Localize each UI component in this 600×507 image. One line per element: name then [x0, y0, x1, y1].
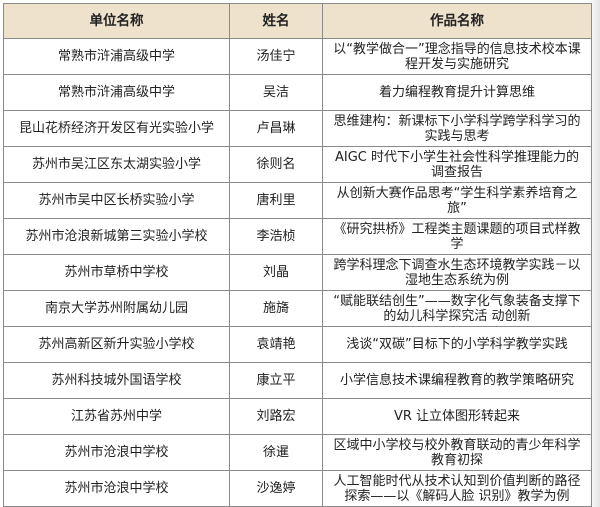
- unit-cell: 昆山花桥经济开发区有光实验小学: [3, 110, 230, 147]
- name-cell: 康立平: [229, 362, 323, 399]
- work-cell: VR 让立体图形转起来: [322, 398, 592, 435]
- name-cell: 刘路宏: [229, 398, 323, 435]
- unit-cell: 南京大学苏州附属幼儿园: [3, 290, 230, 327]
- name-cell: 施旖: [229, 290, 323, 327]
- unit-cell: 常熟市浒浦高级中学: [3, 38, 230, 75]
- name-cell: 徐则名: [229, 146, 323, 183]
- unit-cell: 苏州市沧浪中学校: [3, 470, 230, 507]
- table-row: 苏州市沧浪中学校 沙逸婷 人工智能时代从技术认知到价值判断的路径探索——以《解码人脸…: [3, 470, 592, 507]
- header-work: 作品名称: [322, 3, 592, 39]
- unit-cell: 苏州高新区新升实验小学校: [3, 326, 230, 363]
- table-row: 苏州市吴中区长桥实验小学 唐利里 从创新大赛作品思考“学生科学素养培育之旅”: [3, 182, 592, 219]
- work-cell: 跨学科理念下调查水生态环境教学实践－以湿地生态系统为例: [322, 254, 592, 291]
- work-cell: 着力编程教育提升计算思维: [322, 74, 592, 111]
- work-cell: 浅谈“双碳”目标下的小学科学教学实践: [322, 326, 592, 363]
- unit-cell: 苏州市吴江区东太湖实验小学: [3, 146, 230, 183]
- work-cell: 思维建构：新课标下小学科学跨学科学习的实践与思考: [322, 110, 592, 147]
- header-unit: 单位名称: [3, 3, 230, 39]
- work-cell: 区域中小学校与校外教育联动的青少年科学教育初探: [322, 434, 592, 471]
- work-cell: 《研究拱桥》工程类主题课题的项目式样教学: [322, 218, 592, 255]
- work-cell: 从创新大赛作品思考“学生科学素养培育之旅”: [322, 182, 592, 219]
- table-row: 苏州市沧浪中学校 徐暹 区域中小学校与校外教育联动的青少年科学教育初探: [3, 434, 592, 471]
- table-row: 江苏省苏州中学 刘路宏 VR 让立体图形转起来: [3, 398, 592, 435]
- name-cell: 汤佳宁: [229, 38, 323, 75]
- name-cell: 李浩桢: [229, 218, 323, 255]
- name-cell: 徐暹: [229, 434, 323, 471]
- name-cell: 卢昌琳: [229, 110, 323, 147]
- table-row: 苏州市草桥中学校 刘晶 跨学科理念下调查水生态环境教学实践－以湿地生态系统为例: [3, 254, 592, 291]
- table-row: 常熟市浒浦高级中学 吴洁 着力编程教育提升计算思维: [3, 74, 592, 111]
- unit-cell: 苏州市沧浪新城第三实验小学校: [3, 218, 230, 255]
- unit-cell: 苏州市沧浪中学校: [3, 434, 230, 471]
- name-cell: 刘晶: [229, 254, 323, 291]
- header-row: 单位名称 姓名 作品名称: [3, 3, 592, 39]
- award-table: 单位名称 姓名 作品名称 常熟市浒浦高级中学 汤佳宁 以“教学做合一”理念指导的信息…: [3, 3, 592, 507]
- table-row: 苏州高新区新升实验小学校 袁靖艳 浅谈“双碳”目标下的小学科学教学实践: [3, 326, 592, 363]
- table-row: 苏州市沧浪新城第三实验小学校 李浩桢 《研究拱桥》工程类主题课题的项目式样教学: [3, 218, 592, 255]
- work-cell: 以“教学做合一”理念指导的信息技术校本课程开发与实施研究: [322, 38, 592, 75]
- table-row: 常熟市浒浦高级中学 汤佳宁 以“教学做合一”理念指导的信息技术校本课程开发与实施研究: [3, 38, 592, 75]
- header-name: 姓名: [229, 3, 323, 39]
- unit-cell: 常熟市浒浦高级中学: [3, 74, 230, 111]
- name-cell: 沙逸婷: [229, 470, 323, 507]
- unit-cell: 苏州市草桥中学校: [3, 254, 230, 291]
- table-row: 苏州科技城外国语学校 康立平 小学信息技术课编程教育的教学策略研究: [3, 362, 592, 399]
- name-cell: 袁靖艳: [229, 326, 323, 363]
- work-cell: 人工智能时代从技术认知到价值判断的路径探索——以《解码人脸 识别》教学为例: [322, 470, 592, 507]
- work-cell: “赋能联结创生”——数字化气象装备支撑下的幼儿科学探究活 动创新: [322, 290, 592, 327]
- unit-cell: 苏州市吴中区长桥实验小学: [3, 182, 230, 219]
- unit-cell: 苏州科技城外国语学校: [3, 362, 230, 399]
- table-row: 南京大学苏州附属幼儿园 施旖 “赋能联结创生”——数字化气象装备支撑下的幼儿科学探究…: [3, 290, 592, 327]
- name-cell: 唐利里: [229, 182, 323, 219]
- table-row: 苏州市吴江区东太湖实验小学 徐则名 AIGC 时代下小学生社会性科学推理能力的调查报…: [3, 146, 592, 183]
- work-cell: 小学信息技术课编程教育的教学策略研究: [322, 362, 592, 399]
- work-cell: AIGC 时代下小学生社会性科学推理能力的调查报告: [322, 146, 592, 183]
- unit-cell: 江苏省苏州中学: [3, 398, 230, 435]
- name-cell: 吴洁: [229, 74, 323, 111]
- table-row: 昆山花桥经济开发区有光实验小学 卢昌琳 思维建构：新课标下小学科学跨学科学习的实践与…: [3, 110, 592, 147]
